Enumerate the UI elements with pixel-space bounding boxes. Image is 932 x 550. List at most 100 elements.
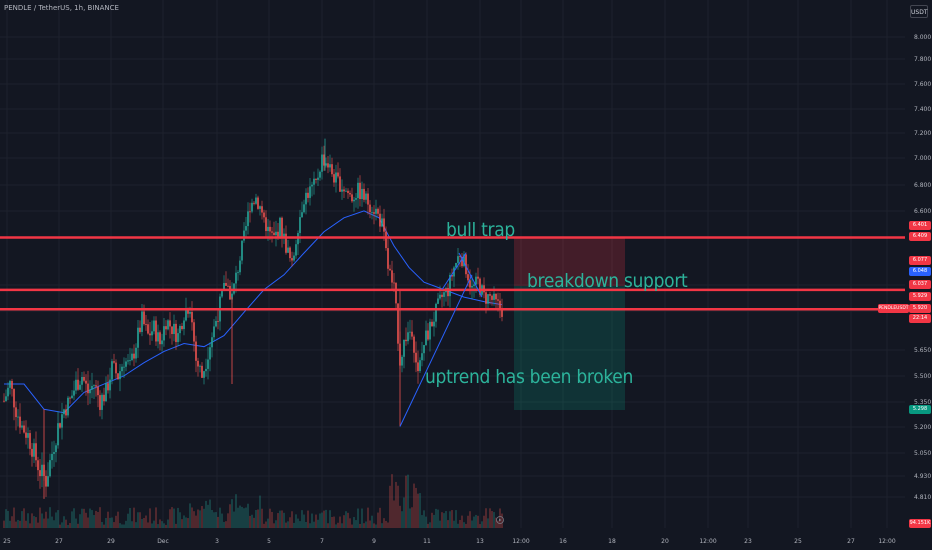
- candle-body: [287, 247, 289, 253]
- volume-bar: [391, 474, 393, 528]
- candle-body: [65, 409, 67, 416]
- symbol-title: PENDLE / TetherUS, 1h, BINANCE: [4, 4, 119, 12]
- candle-body: [137, 327, 139, 348]
- volume-bar: [433, 514, 435, 528]
- candle-body: [271, 231, 273, 233]
- candle-body: [279, 217, 281, 237]
- candle-body: [413, 336, 415, 353]
- candle-body: [463, 254, 465, 267]
- candle-body: [239, 260, 241, 273]
- volume-bar: [439, 520, 441, 528]
- volume-bar: [89, 508, 91, 528]
- time-axis-label: 12:00: [878, 538, 895, 545]
- volume-bar: [173, 508, 175, 528]
- candle-body: [365, 193, 367, 200]
- candle-body: [69, 397, 71, 399]
- volume-bar: [419, 493, 421, 528]
- volume-bar: [301, 510, 303, 528]
- price-axis-label: 5.650: [914, 347, 931, 354]
- candlesticks: [3, 138, 503, 499]
- volume-bar: [491, 511, 493, 528]
- volume-bar: [209, 499, 211, 528]
- price-axis-label: 6.600: [914, 208, 931, 215]
- volume-bar: [137, 512, 139, 528]
- candle-body: [473, 284, 475, 286]
- candle-body: [41, 464, 43, 477]
- candle-body: [495, 293, 497, 300]
- price-axis-label: 4.930: [914, 473, 931, 480]
- symbol-price-tag: PENDLEUSDT: [878, 304, 909, 313]
- candle-body: [15, 407, 17, 418]
- trend-lines[interactable]: [399, 252, 483, 427]
- candle-body: [263, 212, 265, 218]
- price-axis-label: 5.050: [914, 450, 931, 457]
- volume-bar: [277, 513, 279, 528]
- price-tag-red-3: 6.077: [909, 256, 931, 265]
- volume-bar: [201, 506, 203, 528]
- volume-bar: [375, 524, 377, 528]
- candle-body: [181, 325, 183, 330]
- time-axis[interactable]: 25 27 29 Dec 3 5 7 9 11 13 12:00 16 18 20 12:00 23 25 27 1…: [3, 538, 896, 545]
- candle-body: [197, 360, 199, 367]
- volume-bar: [159, 519, 161, 528]
- volume-bar: [421, 515, 423, 528]
- volume-bar: [265, 521, 267, 528]
- horizontal-lines[interactable]: [0, 236, 905, 311]
- volume-bar: [343, 515, 345, 528]
- candle-body: [231, 293, 233, 300]
- candle-body: [131, 353, 133, 361]
- candle-body: [385, 231, 387, 249]
- candle-body: [407, 332, 409, 342]
- candle-body: [205, 368, 207, 372]
- replay-icon[interactable]: [496, 516, 504, 524]
- candle-body: [25, 432, 27, 438]
- volume-bar: [125, 520, 127, 528]
- candle-body: [179, 325, 181, 334]
- candle-body: [97, 386, 99, 396]
- take-profit-zone[interactable]: [514, 286, 625, 410]
- candle-body: [443, 292, 445, 297]
- price-axis-label: 5.500: [914, 373, 931, 380]
- candle-body: [499, 300, 501, 309]
- volume-bar: [477, 515, 479, 528]
- candle-body: [299, 217, 301, 234]
- candle-body: [229, 285, 231, 300]
- candle-body: [213, 326, 215, 338]
- candle-body: [289, 247, 291, 259]
- annotation-bull-trap[interactable]: bull trap: [446, 219, 515, 241]
- volume-bar: [35, 517, 37, 528]
- candle-body: [345, 190, 347, 192]
- candle-body: [401, 356, 403, 366]
- volume-bar: [403, 497, 405, 528]
- stop-loss-zone[interactable]: [514, 238, 625, 286]
- candle-body: [339, 176, 341, 192]
- volume-bar: [221, 513, 223, 528]
- candle-body: [61, 414, 63, 428]
- candle-body: [91, 385, 93, 390]
- volume-bar: [387, 522, 389, 528]
- volume-bar: [45, 511, 47, 528]
- candle-body: [109, 379, 111, 391]
- volume-bar: [205, 500, 207, 528]
- volume-bar: [59, 524, 61, 528]
- price-tag-red-2: 6.409: [909, 232, 931, 241]
- volume-bar: [161, 521, 163, 528]
- candle-body: [157, 332, 159, 342]
- volume-bar: [195, 515, 197, 528]
- candle-body: [5, 396, 7, 401]
- candle-body: [255, 197, 257, 204]
- candle-body: [241, 240, 243, 261]
- annotation-breakdown-support[interactable]: breakdown support: [527, 270, 688, 292]
- candle-body: [461, 256, 463, 267]
- annotation-uptrend-broken[interactable]: uptrend has been broken: [425, 366, 634, 388]
- volume-bar: [227, 513, 229, 528]
- candle-body: [119, 371, 121, 380]
- candle-body: [95, 385, 97, 387]
- currency-button[interactable]: USDT: [910, 5, 928, 18]
- volume-bar: [11, 516, 13, 528]
- time-axis-label: Dec: [157, 538, 169, 545]
- candle-body: [227, 285, 229, 287]
- candle-body: [367, 193, 369, 205]
- price-tag-red-5: 5.929: [909, 292, 931, 301]
